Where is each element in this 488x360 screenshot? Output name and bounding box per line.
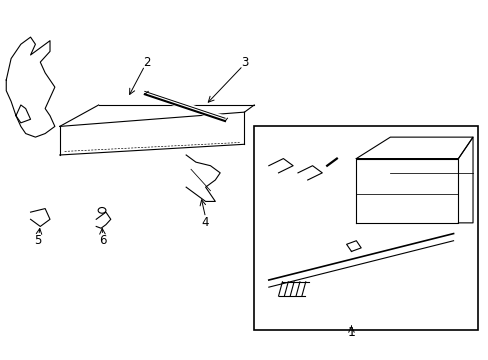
Bar [254,126,477,330]
Text: 3: 3 [240,55,248,69]
Polygon shape [30,208,50,226]
Text: 5: 5 [34,234,41,247]
Text: 2: 2 [143,55,151,69]
Text: 1: 1 [347,327,355,339]
Text: 6: 6 [99,234,106,247]
Text: 4: 4 [202,216,209,229]
